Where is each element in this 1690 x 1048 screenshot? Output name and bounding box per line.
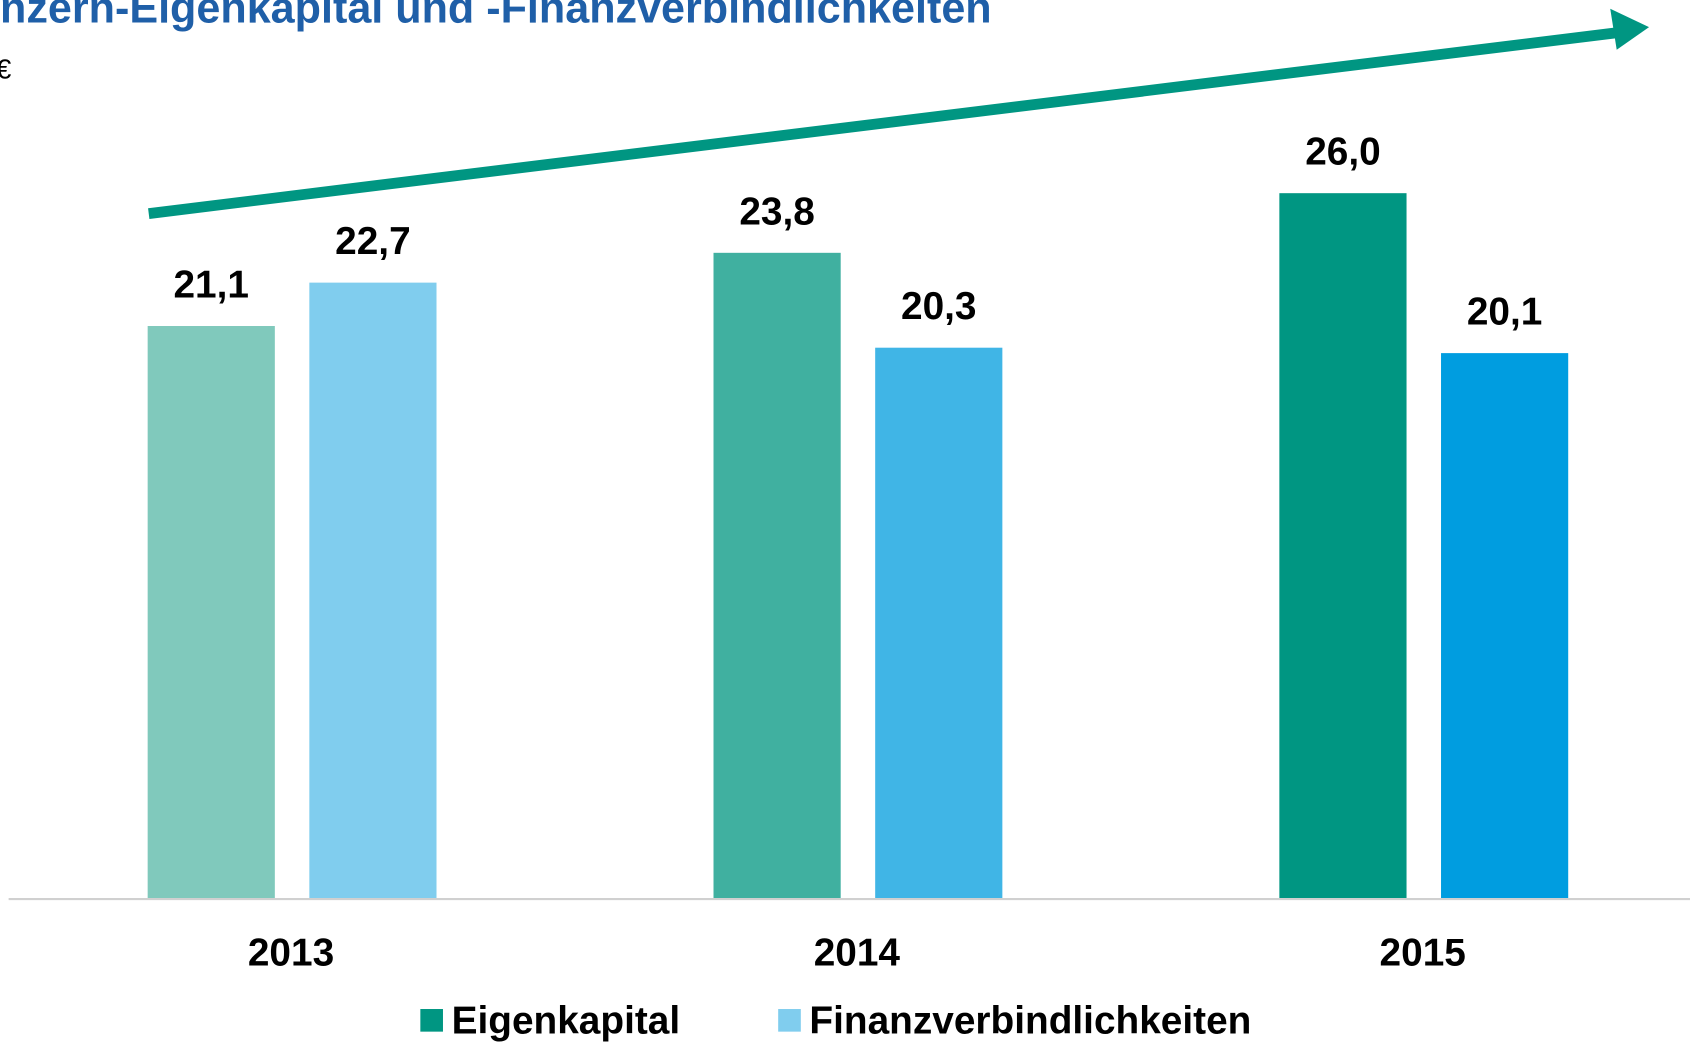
arrow-head (1610, 8, 1650, 50)
x-tick-label: 2013 (248, 931, 334, 974)
chart-title: nzern-Eigenkapital und -Finanzverbindlic… (0, 0, 992, 32)
legend-label: Eigenkapital (452, 999, 681, 1042)
bar (875, 347, 1003, 898)
bar (1279, 193, 1407, 898)
bar (147, 326, 275, 898)
trend-arrow (148, 27, 1620, 219)
legend-swatch (778, 1009, 801, 1032)
data-label: 23,8 (739, 190, 815, 233)
x-tick-label: 2014 (814, 931, 901, 974)
data-label: 26,0 (1305, 131, 1381, 174)
data-label: 20,3 (901, 285, 977, 328)
bar (713, 252, 841, 898)
chart-subtitle: € (0, 54, 12, 85)
x-tick-label: 2015 (1380, 931, 1466, 974)
data-label: 22,7 (335, 220, 411, 263)
data-label: 20,1 (1467, 291, 1543, 334)
data-label: 21,1 (173, 263, 249, 306)
legend-label: Finanzverbindlichkeiten (809, 999, 1251, 1042)
bar (309, 282, 437, 898)
legend-swatch (420, 1009, 443, 1032)
bar (1441, 353, 1569, 898)
